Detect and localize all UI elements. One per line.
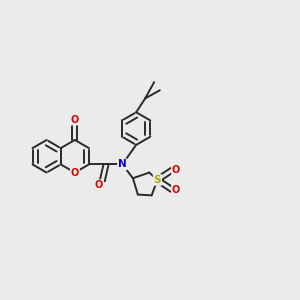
Text: O: O <box>71 115 79 124</box>
Text: O: O <box>71 168 79 178</box>
Text: O: O <box>94 180 103 190</box>
Text: O: O <box>172 165 180 175</box>
Text: S: S <box>154 175 161 185</box>
Text: N: N <box>118 159 127 170</box>
Text: O: O <box>172 185 180 195</box>
